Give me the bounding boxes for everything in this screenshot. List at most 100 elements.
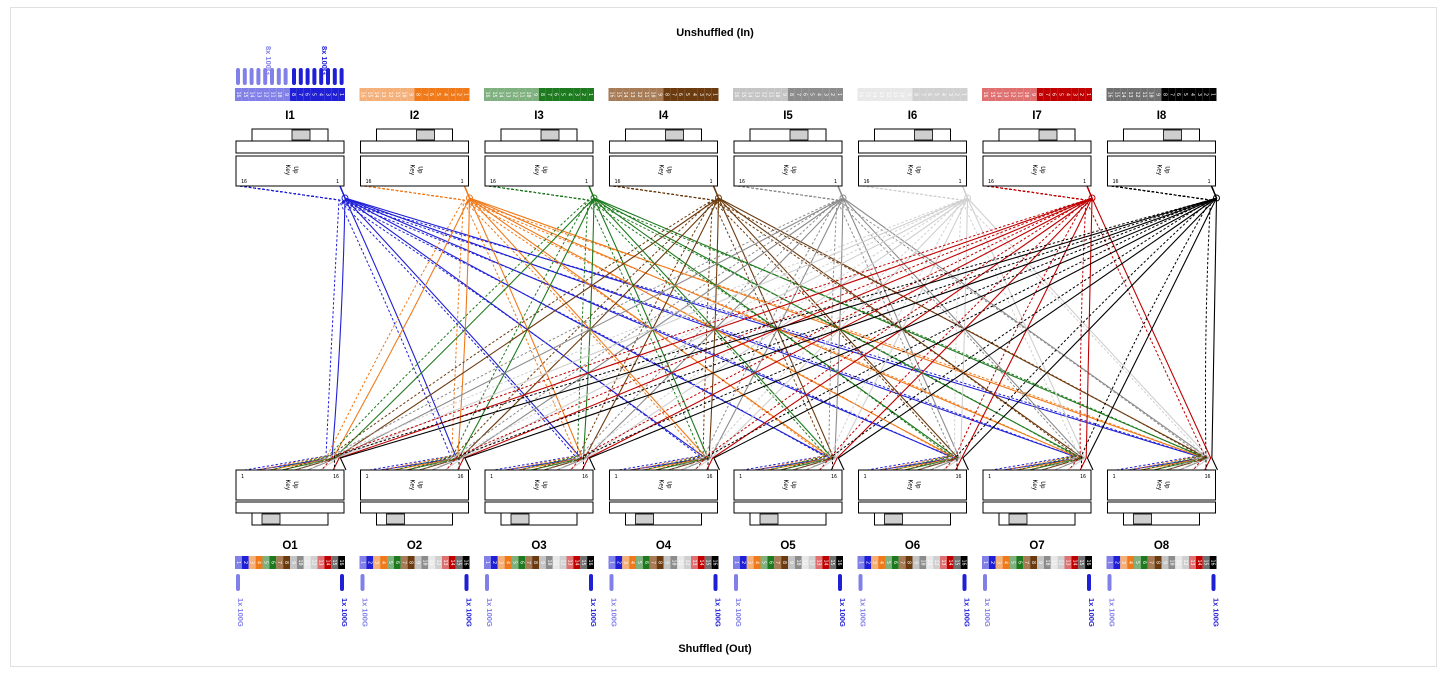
output-fiber-cell (704, 556, 712, 569)
output-fiber-cell (1127, 556, 1134, 569)
input-fiber-number: 4 (1064, 93, 1070, 96)
output-fiber-cell (255, 556, 263, 569)
output-fiber-number: 1 (982, 561, 988, 564)
fanout-node (964, 194, 971, 202)
output-fiber-cell (808, 556, 816, 569)
fiber-dashed (239, 185, 826, 471)
input-fiber-number: 7 (795, 93, 801, 96)
connector-body (858, 469, 967, 501)
input-fiber-cell (414, 88, 422, 101)
input-fiber-number: 15 (366, 91, 372, 97)
input-fiber-number: 1 (463, 93, 469, 96)
output-fiber-number: 7 (650, 561, 656, 564)
input-fiber-number: 2 (1078, 93, 1084, 96)
input-fiber-cell (864, 88, 872, 101)
input-fiber-number: 11 (767, 91, 773, 97)
output-fiber-number: 2 (989, 561, 995, 564)
output-label: O8 (1154, 540, 1170, 552)
output-fiber-cell (760, 556, 768, 569)
connector-body (858, 155, 967, 187)
output-fiber-cell (1120, 556, 1128, 569)
input-fiber-number: 7 (546, 93, 552, 96)
fiber-pill-bright (838, 574, 842, 591)
fiber-pill-dim (360, 574, 365, 591)
output-fiber-cell (1009, 556, 1017, 569)
input-fiber-number: 10 (774, 91, 780, 97)
fiber-solid (281, 185, 595, 471)
fiber-solid (256, 185, 346, 471)
input-fiber-cell (373, 88, 381, 101)
input-fiber-cell (711, 88, 719, 101)
output-label-right: 1x 100G (838, 598, 847, 627)
input-fiber-cell (1120, 88, 1128, 101)
connector-key-tab (540, 129, 560, 141)
pin-number-last: 16 (739, 179, 745, 185)
output-fiber-number: 14 (822, 559, 828, 565)
input-fiber-number: 8 (788, 93, 794, 96)
connector-ferrule (484, 140, 594, 154)
output-fiber-number: 3 (996, 561, 1002, 564)
input-fiber-number: 16 (733, 91, 739, 97)
input-fiber-number: 16 (1106, 91, 1112, 97)
output-fiber-number: 13 (1064, 559, 1070, 565)
output-fiber-cell (303, 556, 311, 569)
input-fiber-cell (559, 88, 567, 101)
input-fiber-cell (532, 88, 539, 101)
input-fiber-cell (1078, 88, 1086, 101)
input-fiber-number: 1 (1210, 93, 1216, 96)
connector-body (360, 469, 469, 501)
output-fiber-number: 5 (885, 561, 891, 564)
pin-number-last: 16 (988, 179, 994, 185)
input-fiber-cell (670, 88, 678, 101)
key-up-text: Key (409, 480, 416, 491)
output-fiber-number: 12 (560, 559, 566, 565)
output-fiber-cell (739, 556, 747, 569)
output-label-left: 1x 100G (236, 598, 245, 627)
input-fiber-cell (380, 88, 387, 101)
output-fiber-cell (697, 556, 705, 569)
fanout-node (466, 194, 473, 202)
input-fiber-number: 7 (297, 93, 303, 96)
input-fiber-number: 3 (947, 93, 953, 96)
output-fiber-number: 9 (788, 561, 794, 564)
input-fiber-cell (815, 88, 823, 101)
input-fiber-cell (663, 88, 671, 101)
output-label-right: 1x 100G (714, 598, 723, 627)
output-fiber-number: 9 (539, 561, 545, 564)
output-label-right: 1x 100G (465, 598, 474, 627)
input-fiber-number: 14 (871, 91, 877, 97)
input-fiber-cell (1071, 88, 1079, 101)
output-fiber-cell (1064, 556, 1072, 569)
connector-ferrule (609, 140, 718, 154)
input-fiber-cell (691, 88, 698, 101)
output-fiber-cell (864, 556, 872, 569)
fiber-dashed (239, 185, 701, 471)
input-fiber-cell (455, 88, 463, 101)
output-fiber-number: 13 (1189, 559, 1195, 565)
input-fiber-number: 8 (290, 93, 296, 96)
input-fiber-cell (1127, 88, 1134, 101)
input-fiber-cell (587, 88, 594, 101)
output-fiber-number: 6 (518, 561, 524, 564)
input-fiber-cell (781, 88, 788, 101)
connector-body (484, 155, 594, 187)
input-fiber-number: 5 (809, 93, 815, 96)
input-fiber-cell (303, 88, 311, 101)
input-fiber-number: 5 (435, 93, 441, 96)
fiber-pill-bright (305, 68, 310, 85)
input-fiber-number: 4 (1189, 93, 1195, 96)
output-fiber-cell (262, 556, 270, 569)
input-fiber-number: 7 (421, 93, 427, 96)
output-fiber-cell (1161, 556, 1169, 569)
key-up-text: Key (907, 480, 914, 491)
output-fiber-number: 16 (587, 559, 593, 565)
fiber-dashed (862, 185, 963, 471)
output-label-left: 1x 100G (361, 598, 370, 627)
output-label-left: 1x 100G (734, 598, 743, 627)
output-fiber-cell (885, 556, 892, 569)
fiber-pill-bright (713, 574, 718, 591)
key-up-text: Up (1039, 166, 1046, 174)
pin-number-last: 16 (1080, 474, 1086, 480)
fiber-pill-bright (298, 68, 303, 85)
